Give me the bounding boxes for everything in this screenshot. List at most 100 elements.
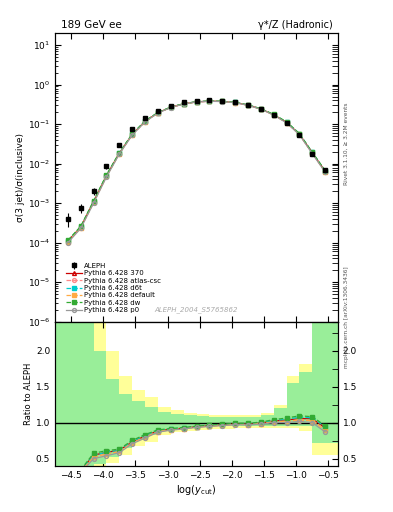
Pythia 6.428 d6t <box>78 224 83 230</box>
Pythia 6.428 p0 <box>194 99 199 105</box>
Pythia 6.428 d6t <box>181 101 186 107</box>
Pythia 6.428 370 <box>66 238 70 244</box>
Y-axis label: Ratio to ALEPH: Ratio to ALEPH <box>24 362 33 425</box>
Pythia 6.428 370 <box>91 199 96 205</box>
Pythia 6.428 default <box>91 199 96 205</box>
Text: γ*/Z (Hadronic): γ*/Z (Hadronic) <box>257 20 332 30</box>
Pythia 6.428 d6t <box>259 106 263 112</box>
Pythia 6.428 370 <box>194 99 199 105</box>
Pythia 6.428 p0 <box>78 225 83 231</box>
Pythia 6.428 dw <box>207 98 212 104</box>
Pythia 6.428 default <box>310 150 315 156</box>
Pythia 6.428 dw <box>181 100 186 106</box>
Text: mcplots.cern.ch [arXiv:1306.3436]: mcplots.cern.ch [arXiv:1306.3436] <box>344 267 349 368</box>
Pythia 6.428 atlas-csc <box>259 106 263 112</box>
Pythia 6.428 dw <box>104 172 109 178</box>
Pythia 6.428 p0 <box>284 120 289 126</box>
Pythia 6.428 dw <box>156 110 160 116</box>
Pythia 6.428 dw <box>66 237 70 243</box>
Pythia 6.428 default <box>78 225 83 231</box>
Pythia 6.428 p0 <box>66 240 70 246</box>
Pythia 6.428 p0 <box>156 110 160 116</box>
Pythia 6.428 atlas-csc <box>207 98 212 104</box>
Pythia 6.428 370 <box>233 99 237 105</box>
Pythia 6.428 dw <box>310 149 315 155</box>
Pythia 6.428 d6t <box>284 119 289 125</box>
Pythia 6.428 d6t <box>117 150 122 156</box>
Pythia 6.428 dw <box>130 131 134 137</box>
Pythia 6.428 dw <box>271 111 276 117</box>
Pythia 6.428 atlas-csc <box>91 199 96 205</box>
Pythia 6.428 p0 <box>310 151 315 157</box>
Pythia 6.428 p0 <box>207 98 212 104</box>
Line: Pythia 6.428 atlas-csc: Pythia 6.428 atlas-csc <box>66 99 327 244</box>
Pythia 6.428 default <box>117 151 122 157</box>
Text: 189 GeV ee: 189 GeV ee <box>61 20 121 30</box>
Pythia 6.428 d6t <box>91 199 96 205</box>
Pythia 6.428 default <box>143 119 147 125</box>
Pythia 6.428 370 <box>259 106 263 112</box>
Pythia 6.428 dw <box>220 98 224 104</box>
Pythia 6.428 370 <box>246 102 250 108</box>
Pythia 6.428 dw <box>323 167 327 174</box>
Pythia 6.428 default <box>246 102 250 109</box>
Pythia 6.428 dw <box>284 119 289 125</box>
Pythia 6.428 d6t <box>220 98 224 104</box>
Pythia 6.428 default <box>220 98 224 104</box>
Pythia 6.428 d6t <box>310 150 315 156</box>
Pythia 6.428 atlas-csc <box>271 112 276 118</box>
Pythia 6.428 p0 <box>271 112 276 118</box>
Pythia 6.428 370 <box>78 224 83 230</box>
Line: Pythia 6.428 370: Pythia 6.428 370 <box>66 99 327 243</box>
Pythia 6.428 dw <box>297 131 302 137</box>
Line: Pythia 6.428 p0: Pythia 6.428 p0 <box>66 99 327 245</box>
Pythia 6.428 atlas-csc <box>78 225 83 231</box>
Pythia 6.428 p0 <box>233 100 237 106</box>
Pythia 6.428 atlas-csc <box>66 239 70 245</box>
Pythia 6.428 dw <box>194 99 199 105</box>
Pythia 6.428 d6t <box>297 131 302 137</box>
Pythia 6.428 d6t <box>207 98 212 104</box>
Pythia 6.428 p0 <box>259 106 263 112</box>
Pythia 6.428 dw <box>78 223 83 229</box>
Pythia 6.428 d6t <box>66 238 70 244</box>
Pythia 6.428 p0 <box>169 104 173 111</box>
Pythia 6.428 atlas-csc <box>194 99 199 105</box>
Pythia 6.428 default <box>323 168 327 175</box>
Pythia 6.428 d6t <box>104 173 109 179</box>
Pythia 6.428 atlas-csc <box>117 151 122 157</box>
Pythia 6.428 atlas-csc <box>233 99 237 105</box>
Y-axis label: σ(3 jet)/σ(inclusive): σ(3 jet)/σ(inclusive) <box>16 133 25 222</box>
Pythia 6.428 atlas-csc <box>323 168 327 175</box>
Pythia 6.428 p0 <box>323 169 327 175</box>
Pythia 6.428 370 <box>207 98 212 104</box>
Pythia 6.428 370 <box>117 150 122 156</box>
Pythia 6.428 dw <box>246 102 250 108</box>
Pythia 6.428 d6t <box>323 168 327 174</box>
Pythia 6.428 dw <box>117 150 122 156</box>
Pythia 6.428 dw <box>233 99 237 105</box>
Line: Pythia 6.428 dw: Pythia 6.428 dw <box>66 99 327 242</box>
Pythia 6.428 d6t <box>156 110 160 116</box>
Pythia 6.428 370 <box>310 150 315 156</box>
Pythia 6.428 atlas-csc <box>220 98 224 104</box>
Pythia 6.428 370 <box>156 110 160 116</box>
Pythia 6.428 d6t <box>130 131 134 137</box>
Line: Pythia 6.428 d6t: Pythia 6.428 d6t <box>66 99 327 243</box>
Pythia 6.428 atlas-csc <box>310 150 315 156</box>
Pythia 6.428 370 <box>143 118 147 124</box>
Pythia 6.428 default <box>284 119 289 125</box>
Pythia 6.428 370 <box>284 119 289 125</box>
Pythia 6.428 d6t <box>169 104 173 110</box>
Pythia 6.428 default <box>259 106 263 112</box>
Pythia 6.428 atlas-csc <box>181 101 186 107</box>
Text: ALEPH_2004_S5765862: ALEPH_2004_S5765862 <box>155 306 238 313</box>
Text: Rivet 3.1.10, ≥ 3.2M events: Rivet 3.1.10, ≥ 3.2M events <box>344 102 349 185</box>
Pythia 6.428 dw <box>91 198 96 204</box>
Pythia 6.428 default <box>169 104 173 111</box>
Pythia 6.428 370 <box>220 98 224 104</box>
Pythia 6.428 default <box>271 112 276 118</box>
Pythia 6.428 default <box>181 101 186 107</box>
Pythia 6.428 p0 <box>246 102 250 109</box>
Pythia 6.428 p0 <box>297 132 302 138</box>
